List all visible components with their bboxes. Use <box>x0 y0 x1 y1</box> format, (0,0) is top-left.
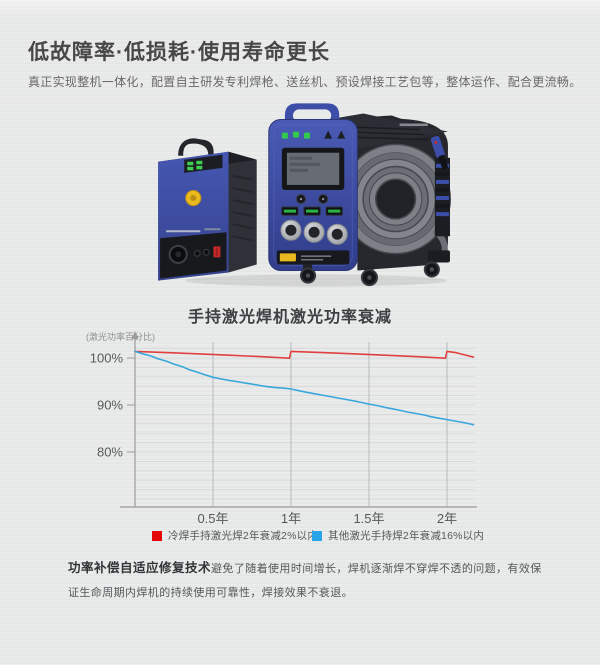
page-subtitle: 真正实现整机一体化，配置自主研发专利焊枪、送丝机、预设焊接工艺包等，整体运作、配… <box>28 75 582 89</box>
legend-swatch-blue <box>312 530 322 541</box>
welding-machine-illustration <box>158 103 451 287</box>
legend-label-other-laser: 其他激光手持焊2年衰减16%以内 <box>328 530 485 542</box>
legend-swatch-red <box>152 530 162 541</box>
footer-note-bold: 功率补偿自适应修复技术 <box>68 561 212 575</box>
chart-legend: 冷焊手持激光焊2年衰减2%以内 其他激光手持焊2年衰减16%以内 <box>0 528 600 542</box>
svg-text:2年: 2年 <box>437 511 457 526</box>
svg-text:80%: 80% <box>97 445 123 460</box>
chart-y-axis-label: (激光功率百分比) <box>86 332 155 342</box>
footer-note-text: 避免了随着使用时间增长，焊机逐渐焊不穿焊不透的问题，有效保证生命周期内焊机的持续… <box>68 563 542 599</box>
svg-text:90%: 90% <box>97 398 123 413</box>
line-chart: 100% 90% 80% 0.5年 1年 1.5年 2年 <box>90 331 477 526</box>
footer-note: 功率补偿自适应修复技术避免了随着使用时间增长，焊机逐渐焊不穿焊不透的问题，有效保… <box>68 556 546 605</box>
header-divider <box>0 97 600 98</box>
page-title: 低故障率·低损耗·使用寿命更长 <box>28 41 330 64</box>
svg-text:100%: 100% <box>90 351 124 366</box>
chart-title: 手持激光焊机激光功率衰减 <box>187 309 392 326</box>
svg-text:0.5年: 0.5年 <box>197 511 228 526</box>
legend-item-cold-weld: 冷焊手持激光焊2年衰减2%以内 <box>152 528 318 543</box>
svg-text:1.5年: 1.5年 <box>353 511 384 526</box>
legend-item-other-laser: 其他激光手持焊2年衰减16%以内 <box>312 528 484 543</box>
svg-text:1年: 1年 <box>281 511 301 526</box>
product-image <box>150 101 454 289</box>
top-highlight-band <box>0 0 600 15</box>
legend-label-cold-weld: 冷焊手持激光焊2年衰减2%以内 <box>168 530 319 542</box>
